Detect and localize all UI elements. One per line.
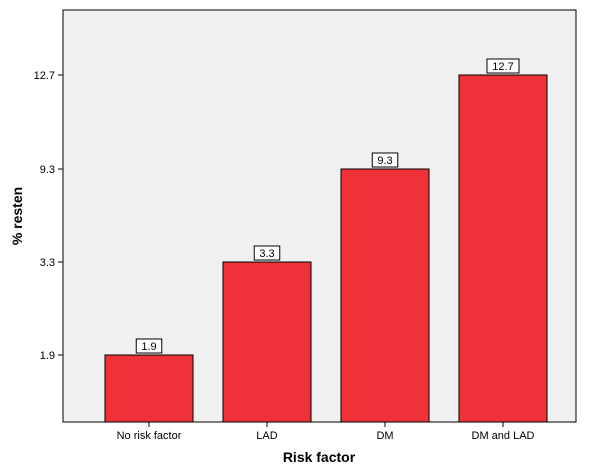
bar-dm-and-lad [458, 74, 548, 423]
x-tick-label-dm: DM [376, 430, 393, 442]
y-tick-label: 1.9 [40, 350, 55, 362]
data-label-dm-and-lad: 12.7 [492, 61, 513, 73]
data-label-lad: 3.3 [259, 248, 274, 260]
x-axis-title: Risk factor [283, 449, 356, 465]
data-label-box [135, 338, 163, 354]
y-tick-label: 9.3 [40, 164, 55, 176]
data-label-box [253, 245, 281, 261]
x-axis-ticks: No risk factor LAD DM DM and LAD [117, 422, 535, 442]
x-tick-label-lad: LAD [256, 430, 277, 442]
x-tick-label-dm-and-lad: DM and LAD [472, 430, 535, 442]
bar-dm [340, 168, 430, 423]
x-tick-label-no-risk-factor: No risk factor [117, 430, 182, 442]
data-label-box [486, 58, 520, 74]
bars-group [104, 74, 548, 423]
y-tick-label: 3.3 [40, 257, 55, 269]
data-label-box [371, 152, 399, 168]
bar-no-risk-factor [104, 354, 194, 423]
data-labels-group: 1.9 3.3 9.3 12.7 [135, 58, 520, 354]
bar-lad [222, 261, 312, 423]
data-label-dm: 9.3 [377, 155, 392, 167]
y-axis-title: % resten [9, 187, 25, 245]
y-axis-ticks: 1.9 3.3 9.3 12.7 [34, 70, 63, 362]
data-label-no-risk-factor: 1.9 [141, 341, 156, 353]
y-tick-label: 12.7 [34, 70, 55, 82]
